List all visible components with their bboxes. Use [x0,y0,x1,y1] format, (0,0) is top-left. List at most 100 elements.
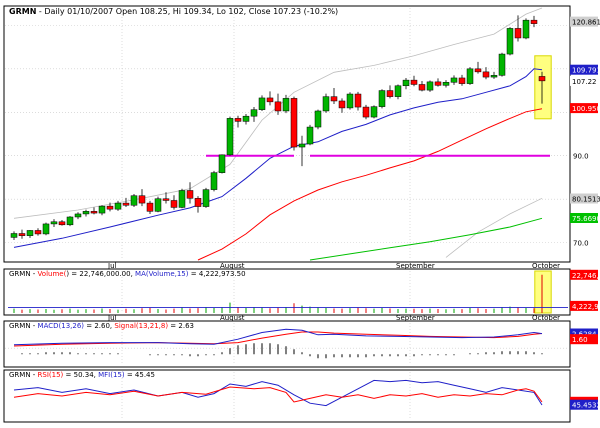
volume-label-ma-rest: = 4,222,973.50 [189,270,246,278]
macd-grid [5,323,569,365]
top-month-0: Jul [107,262,117,270]
candle-24 [202,187,210,208]
candle-10 [90,207,98,215]
price-label-bg-2 [570,75,598,86]
volume-label: GRMN - Volume() = 22,746,000.00, MA(Volu… [9,270,246,278]
price-label-5: 75.6690 [570,213,600,223]
candle-45 [370,105,378,119]
candle-body-50 [410,79,418,85]
macd-label-prefix: GRMN - [9,322,38,330]
candlesticks [10,15,546,241]
top-month-3: October [532,262,560,270]
price-ytick-0: 70.0 [573,240,589,248]
candle-body-25 [210,172,218,190]
price-highlight-box [534,55,552,120]
price-y-ticks: 70.0 90.0 [573,153,589,248]
candle-4 [42,222,50,236]
volume-label-ma: MA(Volume,15) [135,270,189,278]
candle-50 [410,75,418,87]
candle-64 [522,18,530,40]
candle-19 [162,192,170,204]
price-label-0: 120.861 [570,16,600,27]
candle-body-13 [114,202,122,210]
macd-label-macd: MACD(13,26) [38,322,85,330]
candle-body-35 [290,98,298,148]
macd-label-signal-rest: = 2.63 [168,322,194,330]
candle-57 [466,67,474,85]
candle-11 [98,205,106,216]
candle-body-44 [362,106,370,118]
candle-48 [394,84,402,100]
candle-33 [274,93,282,115]
chart-title-symbol: GRMN [9,7,36,16]
candle-36 [298,135,306,167]
rsi-label-bg-1 [570,399,598,410]
candle-31 [258,95,266,111]
volume-highlight-rect [534,270,552,314]
candle-body-24 [202,189,210,207]
candle-34 [282,94,290,114]
candle-0 [10,231,18,241]
ma-mid-line [197,108,543,261]
rsi-right-labels: 50.349245.4532 [570,396,600,410]
candle-body-60 [490,75,498,78]
rsi-label-rsi: RSI(15) [38,371,64,379]
candle-28 [234,115,242,128]
price-highlight-rect [534,55,552,120]
candle-body-33 [274,101,282,112]
price-label-text-1: 109.791 [572,67,600,75]
candle-body-16 [138,195,146,204]
candle-53 [434,78,442,87]
candle-body-21 [178,190,186,208]
macd-line [13,328,543,346]
candle-body-4 [42,223,50,235]
price-label-bg-0 [570,16,598,27]
month-labels-middle: Jul August September October [107,314,560,322]
candle-body-53 [434,81,442,86]
candle-17 [146,200,154,214]
price-label-4: 80.1513 [570,193,600,204]
candle-32 [266,91,274,106]
candle-body-20 [170,200,178,208]
candle-63 [514,15,522,42]
candle-body-12 [106,205,114,210]
candle-8 [74,212,82,220]
candle-3 [34,228,42,236]
candle-12 [106,202,114,212]
macd-label-macd-rest: = 2.60, [84,322,114,330]
candle-body-61 [498,53,506,76]
candle-22 [186,182,194,204]
bollinger-bands [13,7,543,258]
vol-label-bg-1 [570,300,598,311]
candle-23 [194,196,202,213]
macd-panel: 2.62841.60 GRMN - MACD(13,26) = 2.60, Si… [3,320,598,368]
candle-body-17 [146,202,154,212]
moving-averages [13,68,543,261]
ma-short-line [13,68,543,248]
candle-60 [490,71,498,79]
macd-label-bg-1 [570,334,598,345]
mid-month-0: Jul [107,314,117,322]
candle-body-31 [258,97,266,110]
candle-55 [450,75,458,85]
volume-highlight-box [534,270,552,314]
candle-body-38 [314,110,322,128]
candle-body-14 [122,202,130,206]
mid-month-2: September [396,314,435,322]
candle-body-37 [306,126,314,145]
candle-body-2 [26,230,34,236]
price-label-text-2: 107.22 [572,78,597,86]
candle-59 [482,67,490,80]
rsi-label-rsi-rest: = 50.34, [63,371,98,379]
candle-52 [426,80,434,92]
volume-right-labels: 22,746,000 4,222,973 [570,269,600,311]
volume-panel: 22,746,000 4,222,973 GRMN - Volume() = 22… [3,268,600,316]
top-month-1: August [220,262,245,270]
candle-42 [346,92,354,110]
candle-27 [226,116,234,156]
candle-54 [442,80,450,88]
candle-body-6 [58,221,66,226]
candle-body-62 [506,28,514,55]
volume-label-volume: Volume( [38,270,67,278]
